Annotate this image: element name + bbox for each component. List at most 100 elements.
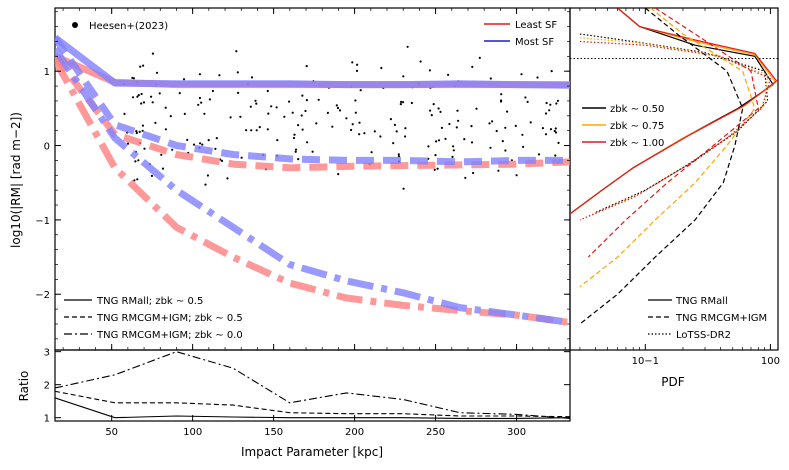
- heesen-point: [258, 126, 261, 129]
- heesen-point: [452, 149, 455, 152]
- heesen-point: [452, 145, 455, 148]
- heesen-point: [276, 139, 279, 142]
- heesen-point: [239, 115, 242, 118]
- heesen-point: [489, 77, 492, 80]
- heesen-point: [138, 130, 141, 133]
- main-series-3: [55, 35, 570, 166]
- heesen-point: [306, 141, 309, 144]
- ratio-panel-frame: [54, 349, 571, 422]
- legend-point-label: Heesen+(2023): [89, 21, 168, 32]
- heesen-point: [151, 52, 154, 55]
- heesen-point: [550, 70, 553, 73]
- heesen-point: [491, 120, 494, 123]
- legend-style-label: TNG RMall; zbk ∼ 0.5: [96, 296, 203, 307]
- heesen-point: [457, 119, 460, 122]
- heesen-point: [250, 129, 253, 132]
- heesen-point: [436, 167, 439, 170]
- legend-point-marker: [72, 22, 78, 28]
- heesen-point: [529, 121, 532, 124]
- heesen-point: [351, 61, 354, 64]
- ratio-ytick-label: 1: [44, 414, 50, 425]
- xlabel: Impact Parameter [kpc]: [241, 445, 383, 459]
- heesen-point: [249, 105, 252, 108]
- heesen-point: [464, 176, 467, 179]
- heesen-point: [291, 111, 294, 114]
- heesen-point: [229, 116, 232, 119]
- heesen-point: [536, 76, 539, 79]
- heesen-point: [267, 112, 270, 115]
- heesen-point: [150, 95, 153, 98]
- heesen-point: [463, 138, 466, 141]
- heesen-point: [437, 107, 440, 110]
- main-ytick-label: 0: [44, 142, 50, 153]
- heesen-point: [434, 154, 437, 157]
- heesen-point: [135, 131, 138, 135]
- heesen-point: [301, 128, 304, 131]
- heesen-point: [429, 109, 432, 112]
- heesen-point: [140, 92, 143, 96]
- heesen-point: [489, 146, 492, 149]
- heesen-point: [399, 103, 402, 106]
- heesen-point: [553, 129, 556, 133]
- heesen-point: [355, 69, 359, 72]
- heesen-point: [158, 92, 161, 95]
- heesen-point: [432, 103, 435, 106]
- heesen-point: [433, 168, 436, 171]
- heesen-point: [283, 115, 286, 118]
- heesen-point: [358, 121, 361, 124]
- pdf-legend-style-label: LoTSS-DR2: [676, 330, 731, 341]
- heesen-point: [200, 101, 203, 104]
- heesen-point: [471, 65, 474, 68]
- heesen-point: [495, 129, 498, 133]
- pdf-series-8: [579, 40, 772, 221]
- heesen-point: [139, 65, 142, 68]
- main-ylabel: log10(|RM| [rad m−2]): [9, 112, 23, 248]
- pdf-xtick-label: 10−1: [632, 356, 659, 367]
- pdf-legend-color-label: zbk ∼ 0.75: [610, 121, 664, 132]
- heesen-point: [439, 110, 442, 113]
- pdf-series-5: [587, 8, 759, 258]
- heesen-point: [430, 114, 433, 117]
- main-ytick-label: 1: [44, 67, 50, 78]
- heesen-point: [198, 73, 201, 76]
- heesen-point: [186, 138, 189, 141]
- heesen-point: [266, 128, 269, 131]
- heesen-point: [548, 109, 551, 112]
- pdf-series-2: [570, 8, 778, 215]
- heesen-point: [305, 65, 308, 68]
- heesen-point: [447, 73, 450, 76]
- heesen-point: [549, 128, 553, 131]
- heesen-point: [526, 100, 529, 103]
- legend-style-label: TNG RMCGM+IGM; zbk ∼ 0.5: [96, 313, 243, 324]
- heesen-point: [131, 76, 134, 79]
- main-series-5: [55, 46, 570, 326]
- heesen-point: [142, 101, 146, 104]
- heesen-point: [389, 118, 392, 121]
- main-ytick-label: −1: [35, 216, 50, 227]
- heesen-point: [554, 127, 557, 130]
- ratio-ytick-label: 2: [44, 381, 50, 392]
- heesen-point: [198, 96, 201, 100]
- main-ytick-label: −2: [35, 290, 50, 301]
- heesen-point: [254, 99, 257, 102]
- heesen-point: [245, 129, 248, 132]
- heesen-point: [317, 98, 320, 101]
- heesen-point: [419, 60, 422, 63]
- heesen-point: [470, 125, 473, 128]
- pdf-legend-style-label: TNG RMall: [675, 296, 728, 307]
- heesen-point: [392, 142, 395, 145]
- heesen-point: [250, 76, 254, 79]
- heesen-point: [549, 103, 552, 106]
- heesen-point: [235, 50, 238, 53]
- pdf-panel-frame: [569, 7, 779, 351]
- heesen-point: [336, 106, 340, 110]
- heesen-point: [218, 74, 221, 77]
- pdf-legend-color-label: zbk ∼ 0.50: [610, 104, 664, 115]
- heesen-point: [255, 129, 258, 132]
- heesen-point: [137, 159, 140, 162]
- heesen-point: [220, 159, 224, 162]
- heesen-point: [541, 127, 545, 130]
- heesen-point: [255, 102, 258, 105]
- heesen-point: [155, 71, 159, 74]
